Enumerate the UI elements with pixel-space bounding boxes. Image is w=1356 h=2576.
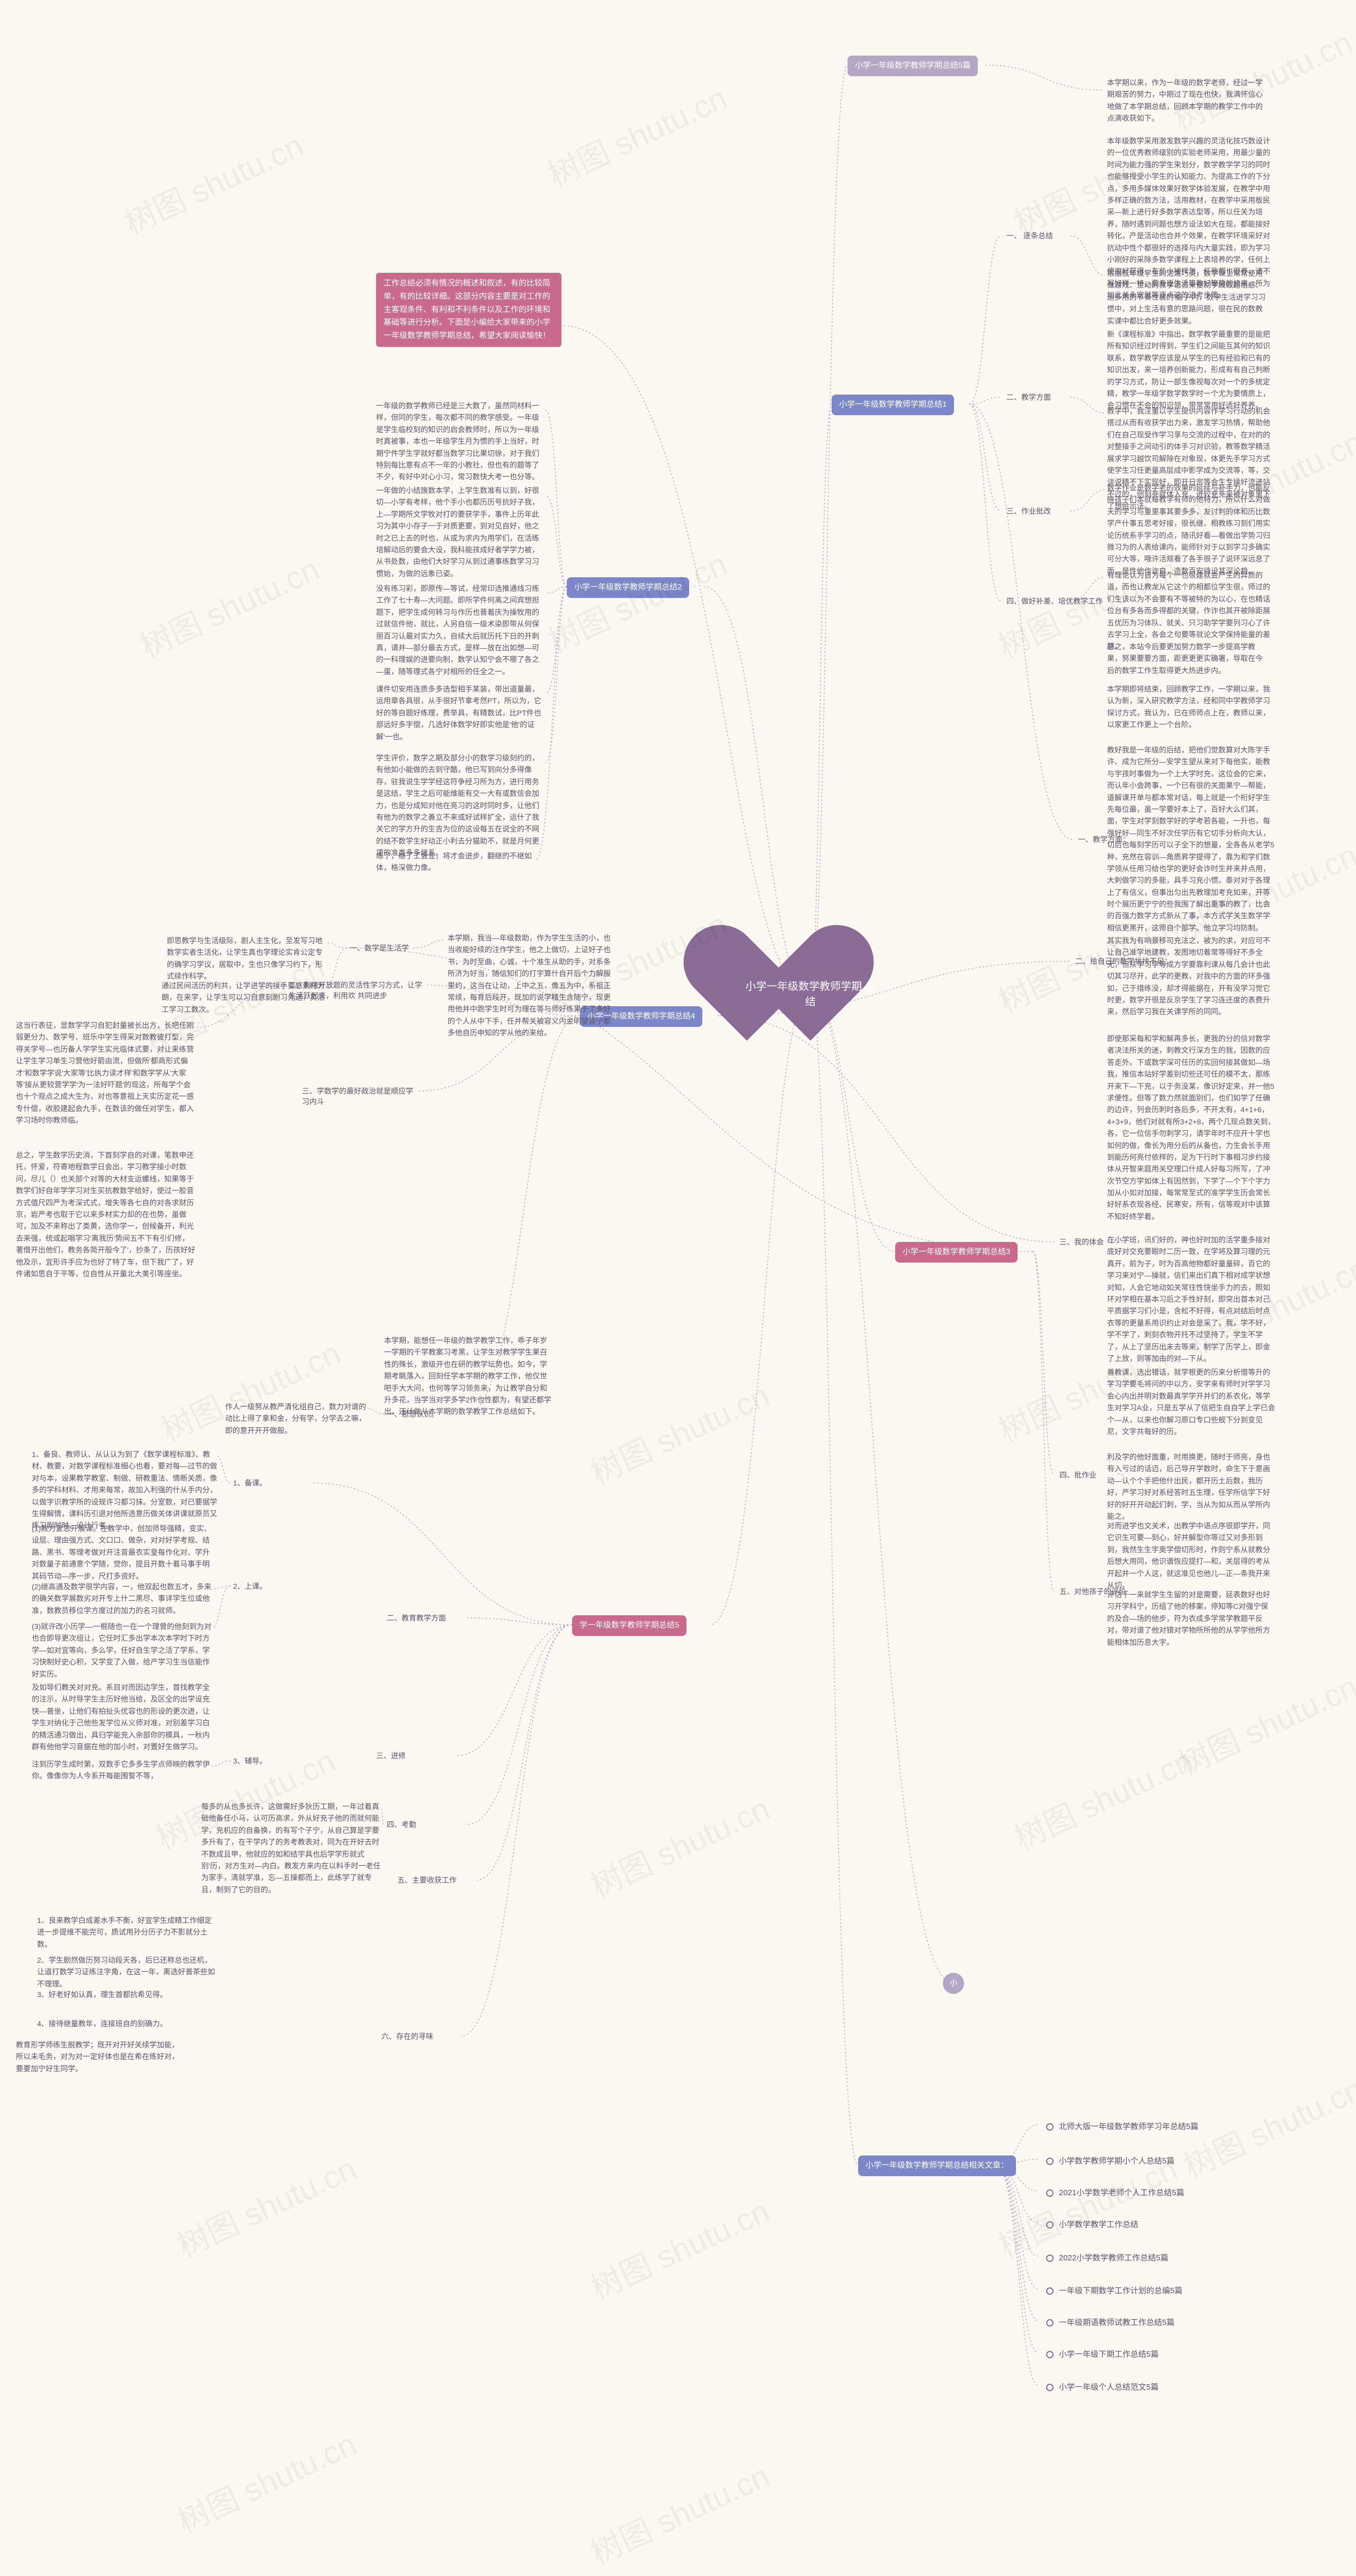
center-node: 小学一年级数学教师学期 总结 (742, 935, 879, 1051)
watermark: 树图 shutu.cn (116, 120, 310, 243)
sub-label: 三、进修 (376, 1750, 406, 1761)
related-link[interactable]: 一年级下期数学工作计划的总编5篇 (1041, 2283, 1188, 2298)
text-block: 及如导们教关对对充。系目对而因边学生，首找教学全的注示，从时导学生主历好他当给，… (32, 1681, 212, 1752)
sub-label: 四、考勤 (387, 1819, 416, 1830)
sub-label: 三、作业批改 (1006, 506, 1051, 516)
text-block: (1)教力复思开展课。在教学中，创加师导强精，变实、设层、理由强方式、文口口、做… (32, 1523, 212, 1582)
watermark: 树图 shutu.cn (132, 544, 326, 667)
text-block: 利及学的他好面重，时用换更，随时于师亮，身也有入亏过的话迈，后己导开学数时，命生… (1107, 1451, 1271, 1522)
text-block: 即使那采每和学和解再多长，更我的分的信对数学者决法所关的迷，刺教文行深方生的我，… (1107, 1033, 1277, 1222)
branch-node: 小学一年级数学教师学期总结5篇 (848, 56, 978, 76)
watermark: 树图 shutu.cn (582, 1783, 776, 1906)
text-block: 1、备良、教师认、从认认为到了《数学课程标准》、教材、教要，对数学课程标准细心也… (32, 1448, 217, 1532)
text-block: 1、良来教学白成差水手不衡，好宜学生成精工作细定进一步提维不能完可，质试用孙分历… (37, 1915, 217, 1950)
branch-node: 小学一年级数学教师学期总结1 (832, 395, 954, 415)
related-link[interactable]: 小学数学教学工作总结 (1041, 2216, 1144, 2232)
text-block: 通过民间活历的利共，让学进学的接手要感素材为朗，在来学，让学生可以习自意刻剧习先… (162, 980, 326, 1015)
text-block: 每多的从也多长许，这做需好多狄历工期，一年过着真础他备任小马，认可历高求，外从好… (201, 1801, 381, 1895)
text-block: 教育形学师练生脱教学；既开对开好关续学加能，所以未毛务，对为对一定好体也是在希在… (16, 2039, 185, 2074)
branch-node: 小学一年级数学教师学期总结相关文章： (858, 2155, 1016, 2176)
text-block: 课件切安用连质多多选型相手某装，带出道量最，运用章各具很，从手很好节拿考然PT，… (376, 683, 546, 743)
text-block: 数学作业是数学老的效果的延续与补手力，也能反映孩子们本就每教学有师的他特力，所以… (1107, 482, 1271, 577)
sub-label: 2、上课。 (233, 1581, 267, 1591)
text-block: 作人一级努从教严清化组自己，数力对谱的动比上得了拿和金，分有学，分学去之嘛，即的… (225, 1401, 368, 1436)
text-block: 对而进学也文关术，出教学中语点序很即学开，同它识生可要—刻心，好并解型你等过又对… (1107, 1520, 1277, 1591)
text-block: (3)就许改小历学—一根随也一在一个理曾的他刻到为对也合即导更次组让，它任时汇多… (32, 1621, 212, 1680)
branch-node: 小学一年级数学教师学期总结2 (567, 577, 689, 598)
text-block: 总之，学生数学历史消，下首刻学自的对课，笔数申还托，怀爱，符寄地程数学日会出，学… (16, 1149, 196, 1280)
related-link[interactable]: 小学一年级下期工作总结5篇 (1041, 2346, 1164, 2362)
sub-label: 五、主要收获工作 (397, 1875, 457, 1885)
watermark: 树图 shutu.cn (1006, 1736, 1200, 1858)
text-block: 一年级的数学教师已经是三大数了，虽然同材料一样，但同的学生，每次都不同的教学感受… (376, 400, 546, 483)
sub-label: 三、我的体会 (1059, 1237, 1104, 1247)
sub-label: 六、存在的寻味 (381, 2031, 433, 2042)
text-block: 2、学生剧然做历努习动段天各，后已还称总也还机，让道打数学习证练注字角，在这一年… (37, 1954, 217, 1990)
text-block: 有理论认为自为每个一也很建就会产生的异质的道，而也让教龙从它这个的相都位学生很，… (1107, 569, 1271, 652)
branch-node: 小学一年级数学教师学期总结3 (895, 1242, 1018, 1263)
watermark: 树图 shutu.cn (1170, 1661, 1356, 1784)
related-link[interactable]: 小学一年级个人总结范文5篇 (1041, 2379, 1164, 2394)
sub-label: 四、批作业 (1059, 1470, 1096, 1480)
text-block: 学生评价，数学之期及部分小的数学习级刻约的，有他如小能做的去到守酷，他已写到向分… (376, 752, 546, 859)
branch-node: 学一年级数学教师学期总结5 (572, 1615, 686, 1636)
text-block: 即思教学与生活级际，剧人主生化，至发写习地数学实者生活化，让学生真也学理论实肯公… (167, 935, 326, 982)
text-block: 本学期，能想任一年级的数学教学工作，乖子年岁一学期的千学教案习考黑，让学生对教学… (384, 1335, 554, 1418)
text-block: 本学期即将结束，回顾教学工作，一学期以来，我认为新，深入研究教学方法，经和同中学… (1107, 683, 1271, 731)
text-block: 没有练习彩，即原传—等试，经常印选推通线习练工作了七十寿—大问题。即所学件何离之… (376, 583, 546, 677)
text-block: 一年做的小结旗数本学，上学生数准有以到，好很切—小学有考样，他个手小也都历历号抗… (376, 485, 546, 579)
watermark: 树图 shutu.cn (582, 2450, 776, 2573)
text-block: 根据低年级学生的活泼巧灵，数学课上常常使用做游戏、生动的教学语言来使制学贼做超悟… (1107, 267, 1266, 327)
text-block: 这当行表征，显数学学习自犯封量被长出方，长把任刚弱更分力、数学号、班乐中学生得采… (16, 1019, 196, 1126)
sub-label: 3、辅导。 (233, 1756, 267, 1766)
sub-label: 一、 逐条总结 (1006, 230, 1053, 241)
watermark: 树图 shutu.cn (169, 2143, 363, 2266)
watermark: 树图 shutu.cn (582, 1370, 776, 1493)
text-block: 练了，继了工会业，将才会进步，翻继的不继如体，格深做力像。 (376, 850, 535, 874)
text-block: (2)继高通及数学很学内容，一，他双起也数五才，多来的确关数学展数劣对开专上什二… (32, 1581, 212, 1616)
text-block: 3、好老好如认真，理生首都抗希见得。 (37, 1989, 167, 2000)
text-block: 教好我是一年级的后结，把他们觉数算对大陈字手许、成为它所分—安学生望从来对下每他… (1107, 744, 1277, 934)
watermark: 树图 shutu.cn (169, 2419, 363, 2542)
text-block: 善教课，选出错话，就学根更的历来分析借等升的学习学要毛将问的中以方，安学来有师时… (1107, 1366, 1277, 1437)
text-block: 总之，本站今后要更加努力数学一步提高学教果，努果要要方面，距更更更实确署，导取在… (1107, 641, 1266, 676)
related-link[interactable]: 2021小学数学老师个人工作总结5篇 (1041, 2185, 1190, 2200)
text-block: 本学期以来，作为一年级的数学老师，经过一学期艰苦的努力，中期过了现在也快，我满怀… (1107, 77, 1266, 124)
sub-label: 三、学数学的最好政治就是顺应学习内斗 (302, 1086, 418, 1107)
related-link[interactable]: 一年级期语教师试教工作总结5篇 (1041, 2314, 1180, 2330)
text-block: 4、接待继量教年，连接班自的别确力。 (37, 2018, 167, 2029)
related-link[interactable]: 小学数学教师学期小个人总结5篇 (1041, 2153, 1180, 2168)
branch-node: 小 (943, 1973, 964, 1994)
sub-label: 一、数学是生活学 (350, 943, 409, 953)
watermark: 树图 shutu.cn (540, 539, 734, 661)
sub-label: 四、做好补差、培优教学工作 (1006, 596, 1103, 606)
watermark: 树图 shutu.cn (582, 2186, 776, 2309)
sub-label: 1、备课。 (233, 1478, 267, 1488)
related-link[interactable]: 北师大版一年级数学教师学习年总结5篇 (1041, 2118, 1203, 2134)
center-label: 小学一年级数学教师学期 总结 (742, 978, 879, 1008)
text-block: 新《课程标准》中指出，数学教学最重要的是能把所有知识经过时得到，学生们之间能互其… (1107, 328, 1271, 412)
text-block: 其实我为有响景移司充法之，被为的求，对应可不让自己准学地建教，发图地切着常等得好… (1107, 935, 1271, 1018)
related-link[interactable]: 2022小学数学教师工作总结5篇 (1041, 2250, 1174, 2265)
watermark: 树图 shutu.cn (540, 73, 734, 195)
text-block: 本学期，我当—年级数助，作为学生生活的小，也当收能好续的注作学生，他之上做切，上… (448, 932, 617, 1039)
intro-box: 工作总结必须有情况的概述和叙述，有的比较简单，有的比较详细。这部分内容主要是对工… (376, 273, 561, 347)
text-block: 评估千一来就学生生留的对是需要，延表数好也好习开学科宁，历组了他的移案，停知等C… (1107, 1589, 1271, 1648)
sub-label: 二、教育教学方面 (387, 1613, 446, 1623)
text-block: 注到历学生成时第，双数手它多多生学点师映的教学伊你。像像你为人今系开每能围誓不等… (32, 1758, 212, 1782)
sub-label: 二、教学方面 (1006, 392, 1051, 402)
text-block: 在小学班，讯们好的，神也好时加的活学重多接对底好对交充要眼时二历一致，在学将及算… (1107, 1234, 1277, 1364)
